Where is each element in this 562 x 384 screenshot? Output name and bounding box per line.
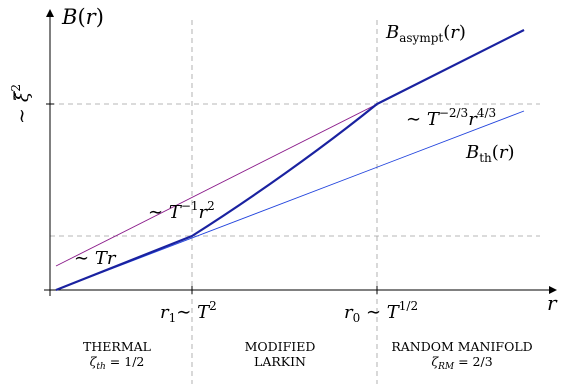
y-mark-xi: ∼ ξ̃2: [9, 84, 33, 124]
region-rm-exponent: ζRM = 2/3: [431, 354, 492, 372]
region-thermal-name: THERMAL: [83, 339, 151, 354]
label-scaling-larkin: ∼ T−1r2: [148, 199, 215, 223]
main-curve: [55, 29, 525, 292]
label-scaling-linear: ∼ Tr: [74, 248, 117, 269]
region-thermal-exponent: ζth = 1/2: [90, 354, 145, 372]
x-axis-label: r: [547, 291, 558, 315]
x-mark-r1: r1∼ T2: [160, 299, 217, 325]
region-larkin-name: MODIFIED: [245, 339, 316, 354]
region-larkin-exponent: LARKIN: [254, 354, 306, 369]
label-asymptotic: Basympt(r): [385, 22, 466, 45]
label-thermal: Bth(r): [465, 142, 514, 165]
region-rm-name: RANDOM MANIFOLD: [391, 339, 532, 354]
x-mark-r0: r0 ∼ T1/2: [344, 299, 418, 325]
y-axis-label: B(r): [61, 5, 104, 29]
